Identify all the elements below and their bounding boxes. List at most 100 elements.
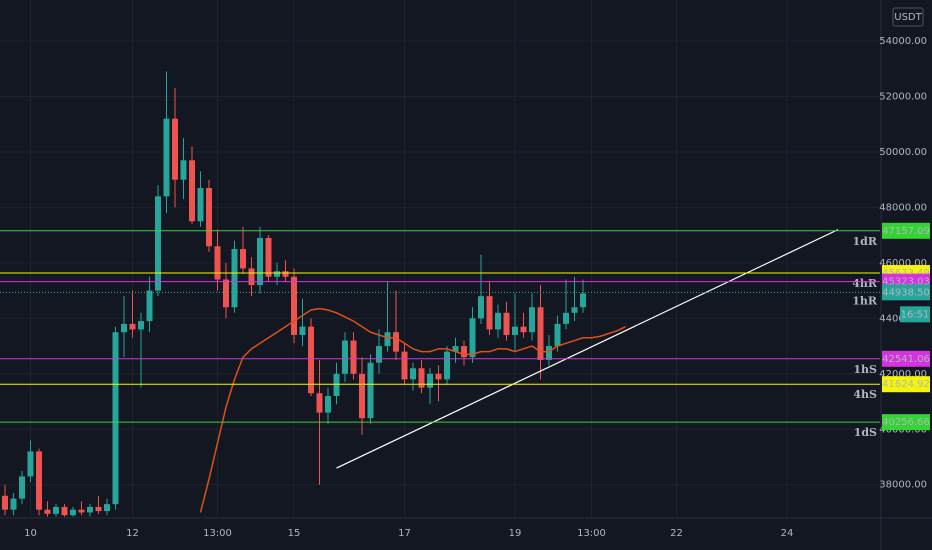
plot: 1dR 4hR 1hR 1hS 4hS 1dS xyxy=(0,71,880,517)
candle-body xyxy=(469,318,476,358)
candle-body xyxy=(146,290,153,322)
level-price: 45633.49 xyxy=(882,268,930,279)
candle-body xyxy=(95,506,102,512)
currency-box xyxy=(892,7,924,27)
candle-body xyxy=(36,451,42,510)
candle-body xyxy=(104,504,110,512)
candle-body xyxy=(486,296,493,330)
level-price-box xyxy=(882,376,930,393)
candle-body xyxy=(129,323,136,330)
candle-body xyxy=(546,346,552,360)
candle-body xyxy=(503,312,510,335)
y-tick-label: 54000.00 xyxy=(879,36,927,47)
candle-body xyxy=(180,160,187,180)
countdown: 16:51 xyxy=(901,309,930,320)
candle-body xyxy=(418,368,425,388)
candle-body xyxy=(359,373,365,419)
last-price: 44938.50 xyxy=(882,287,930,298)
candle-body xyxy=(27,451,34,477)
candle-body xyxy=(299,326,306,335)
y-tick-label: 48000.00 xyxy=(879,202,927,213)
candle-body xyxy=(265,237,272,277)
x-tick-label: 17 xyxy=(398,528,411,539)
candle-body xyxy=(435,373,442,380)
candle-body xyxy=(384,332,391,347)
y-tick-label: 38000.00 xyxy=(879,480,927,491)
candle-body xyxy=(257,237,263,286)
x-tick-label: 13:00 xyxy=(203,528,232,539)
candle-body xyxy=(155,196,161,291)
y-tick-label: 52000.00 xyxy=(879,92,927,103)
candle-body xyxy=(274,271,280,277)
moving-average xyxy=(199,307,626,513)
candle-body xyxy=(206,188,212,247)
level-name: 4hS xyxy=(853,388,877,401)
candle-body xyxy=(495,312,501,330)
candle-body xyxy=(427,373,433,388)
candle-body xyxy=(333,373,340,396)
candle-body xyxy=(70,509,76,516)
level-name: 1dS xyxy=(854,426,877,439)
level-price: 41624.92 xyxy=(882,379,930,390)
candle-body xyxy=(512,326,518,335)
candle-body xyxy=(61,506,68,516)
x-tick-label: 12 xyxy=(126,528,139,539)
candle-body xyxy=(520,326,527,333)
candle-body xyxy=(529,307,535,333)
candle-body xyxy=(248,268,255,286)
candle-body xyxy=(121,323,127,333)
level-price: 42541.06 xyxy=(882,354,930,365)
candle-body xyxy=(554,323,561,347)
level-name: 4hR xyxy=(852,277,878,290)
axis: 38000.0040000.0042000.0044000.0046000.00… xyxy=(24,36,930,539)
y-tick-label: 46000.00 xyxy=(879,258,927,269)
candle-body xyxy=(563,312,569,324)
candle-body xyxy=(240,249,246,269)
candle-body xyxy=(214,246,221,280)
candle-body xyxy=(78,509,85,513)
candle-body xyxy=(112,332,119,505)
candle-body xyxy=(282,271,289,277)
candle-body xyxy=(350,340,357,374)
x-tick-label: 15 xyxy=(288,528,301,539)
candle-body xyxy=(197,188,204,222)
candle-body xyxy=(2,495,8,510)
level-price-box xyxy=(882,350,930,367)
candle-body xyxy=(10,498,17,510)
level-price: 40256.66 xyxy=(882,417,930,428)
candle-body xyxy=(316,393,323,413)
candle-body xyxy=(231,249,238,308)
x-tick-label: 13:00 xyxy=(577,528,606,539)
level-price: 45323.03 xyxy=(882,277,930,288)
candle-body xyxy=(571,307,578,313)
candle-body xyxy=(537,307,544,360)
candle-body xyxy=(325,395,331,413)
candle-body xyxy=(410,368,416,380)
candle-body xyxy=(580,293,586,308)
level-price: 47157.09 xyxy=(882,226,930,237)
candle-body xyxy=(44,509,51,514)
x-tick-label: 24 xyxy=(781,528,794,539)
candle-body xyxy=(223,279,229,308)
last-price-box xyxy=(882,284,930,301)
countdown-box xyxy=(900,306,930,323)
y-tick-label: 42000.00 xyxy=(879,369,927,380)
candle-body xyxy=(452,346,459,352)
candle-body xyxy=(189,160,195,222)
level-name: 1hR xyxy=(852,295,878,308)
level-price-box xyxy=(882,222,930,239)
candle-body xyxy=(444,351,450,380)
level-name: 1hS xyxy=(853,363,877,376)
candle-body xyxy=(138,321,144,330)
candle-body xyxy=(53,506,59,514)
candle-body xyxy=(401,351,408,380)
candle-body xyxy=(308,326,314,394)
level-price-box xyxy=(882,414,930,431)
candle-body xyxy=(172,118,178,180)
candle-body xyxy=(461,346,467,358)
candle-body xyxy=(87,506,93,513)
candle-body xyxy=(342,340,348,374)
candle-body xyxy=(291,276,297,335)
